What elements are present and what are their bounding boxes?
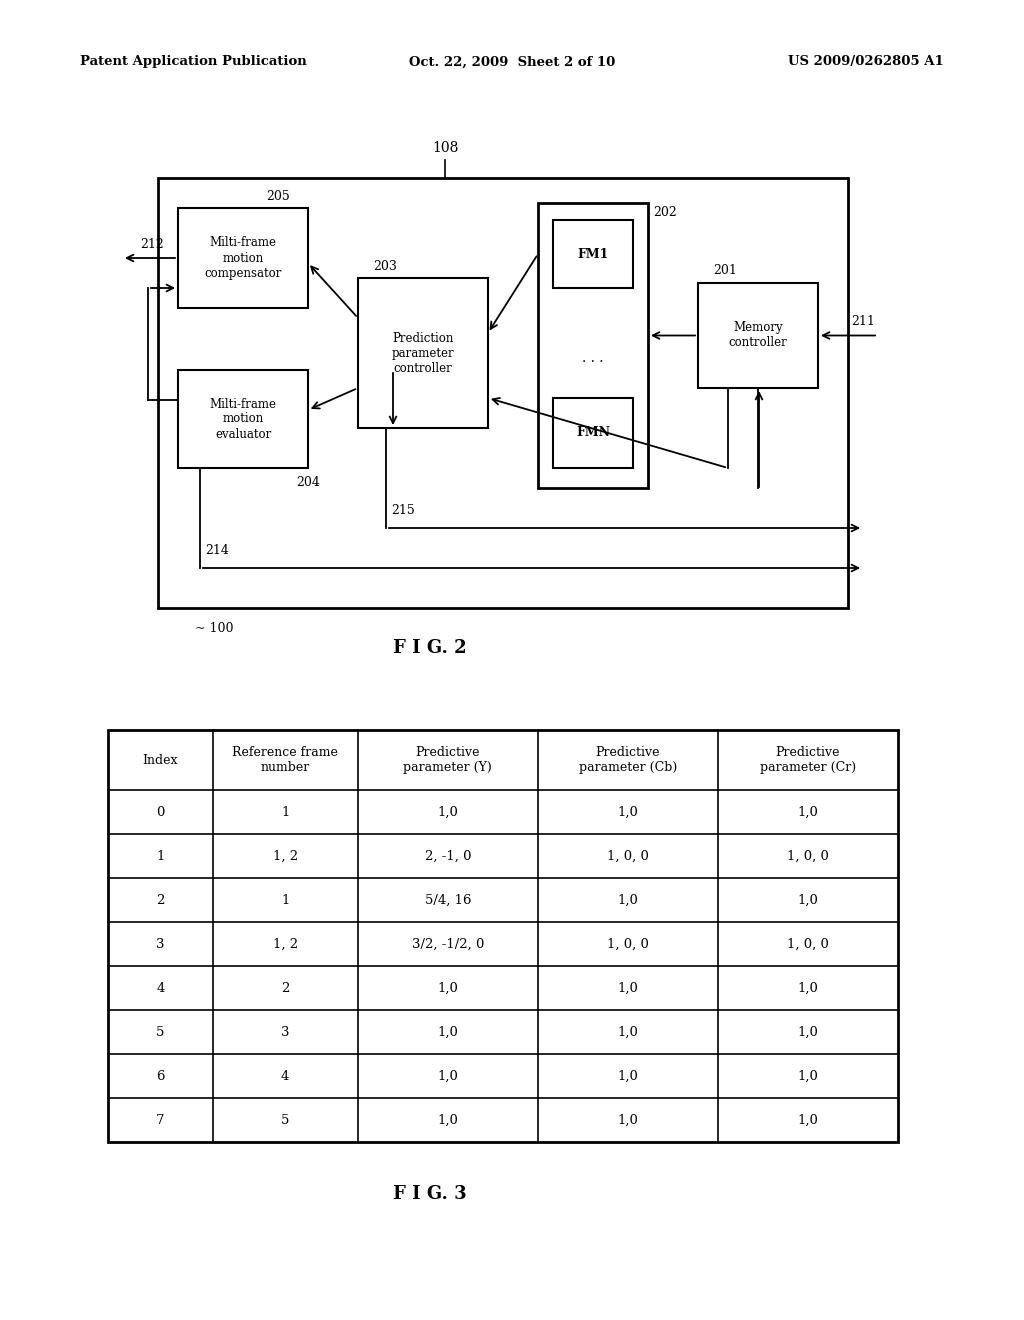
Text: 204: 204 <box>296 475 319 488</box>
Text: 5: 5 <box>281 1114 290 1126</box>
Text: 212: 212 <box>140 238 164 251</box>
Text: 1,0: 1,0 <box>437 1114 459 1126</box>
Text: 3/2, -1/2, 0: 3/2, -1/2, 0 <box>412 937 484 950</box>
Bar <box>158 178 848 609</box>
Text: FMN: FMN <box>575 426 610 440</box>
Text: US 2009/0262805 A1: US 2009/0262805 A1 <box>788 55 944 69</box>
Text: 1: 1 <box>281 805 290 818</box>
Text: 202: 202 <box>653 206 677 219</box>
Text: 1: 1 <box>281 894 290 907</box>
Text: 1, 2: 1, 2 <box>272 937 298 950</box>
Text: 214: 214 <box>205 544 229 557</box>
Text: 211: 211 <box>851 315 874 327</box>
Text: FM1: FM1 <box>578 248 608 260</box>
Text: 1,0: 1,0 <box>437 1069 459 1082</box>
Bar <box>178 209 308 308</box>
Text: 7: 7 <box>156 1114 165 1126</box>
Text: Predictive
parameter (Cb): Predictive parameter (Cb) <box>579 746 677 774</box>
Bar <box>553 399 633 469</box>
Text: 215: 215 <box>391 503 415 516</box>
Text: Reference frame
number: Reference frame number <box>232 746 338 774</box>
Text: F I G. 3: F I G. 3 <box>393 1185 467 1203</box>
Text: Oct. 22, 2009  Sheet 2 of 10: Oct. 22, 2009 Sheet 2 of 10 <box>409 55 615 69</box>
Text: 1, 0, 0: 1, 0, 0 <box>607 850 649 862</box>
Text: 4: 4 <box>156 982 165 994</box>
Text: 203: 203 <box>373 260 397 272</box>
Text: 1,0: 1,0 <box>437 1026 459 1039</box>
Text: 1,0: 1,0 <box>798 982 818 994</box>
Text: 1,0: 1,0 <box>617 1114 638 1126</box>
Text: 1, 2: 1, 2 <box>272 850 298 862</box>
Text: 5: 5 <box>156 1026 165 1039</box>
Text: 1, 0, 0: 1, 0, 0 <box>607 937 649 950</box>
Text: 4: 4 <box>281 1069 290 1082</box>
Text: 1,0: 1,0 <box>617 1069 638 1082</box>
Text: Milti-frame
motion
compensator: Milti-frame motion compensator <box>205 236 282 280</box>
Text: Predictive
parameter (Y): Predictive parameter (Y) <box>403 746 493 774</box>
Text: Predictive
parameter (Cr): Predictive parameter (Cr) <box>760 746 856 774</box>
Text: 201: 201 <box>713 264 737 277</box>
Text: Index: Index <box>142 754 178 767</box>
Text: . . .: . . . <box>583 351 604 366</box>
Text: 1: 1 <box>156 850 165 862</box>
Text: 1,0: 1,0 <box>617 1026 638 1039</box>
Text: F I G. 2: F I G. 2 <box>393 639 467 657</box>
Text: 1,0: 1,0 <box>798 1069 818 1082</box>
Text: 108: 108 <box>432 141 458 154</box>
Text: 1,0: 1,0 <box>798 894 818 907</box>
Text: 1,0: 1,0 <box>798 1026 818 1039</box>
Bar <box>538 203 648 488</box>
Text: Prediction
parameter
controller: Prediction parameter controller <box>392 331 455 375</box>
Text: 1, 0, 0: 1, 0, 0 <box>787 937 828 950</box>
Text: 2: 2 <box>156 894 165 907</box>
Text: 0: 0 <box>156 805 165 818</box>
Text: 2, -1, 0: 2, -1, 0 <box>425 850 471 862</box>
Text: 6: 6 <box>156 1069 165 1082</box>
Text: 5/4, 16: 5/4, 16 <box>425 894 471 907</box>
Text: Patent Application Publication: Patent Application Publication <box>80 55 307 69</box>
Bar <box>553 220 633 288</box>
Text: 1,0: 1,0 <box>617 982 638 994</box>
Text: 3: 3 <box>156 937 165 950</box>
Text: 1,0: 1,0 <box>798 805 818 818</box>
Text: ~ 100: ~ 100 <box>195 622 233 635</box>
Text: 1, 0, 0: 1, 0, 0 <box>787 850 828 862</box>
Text: 1,0: 1,0 <box>617 894 638 907</box>
Text: 205: 205 <box>266 190 290 202</box>
Bar <box>178 370 308 469</box>
Text: 1,0: 1,0 <box>437 982 459 994</box>
Text: Memory
controller: Memory controller <box>729 322 787 350</box>
Text: 1,0: 1,0 <box>437 805 459 818</box>
Bar <box>698 282 818 388</box>
Text: 1,0: 1,0 <box>617 805 638 818</box>
Text: Milti-frame
motion
evaluator: Milti-frame motion evaluator <box>210 397 276 441</box>
Bar <box>108 730 898 1142</box>
Text: 3: 3 <box>281 1026 290 1039</box>
Bar <box>358 279 488 428</box>
Text: 1,0: 1,0 <box>798 1114 818 1126</box>
Text: 2: 2 <box>281 982 290 994</box>
